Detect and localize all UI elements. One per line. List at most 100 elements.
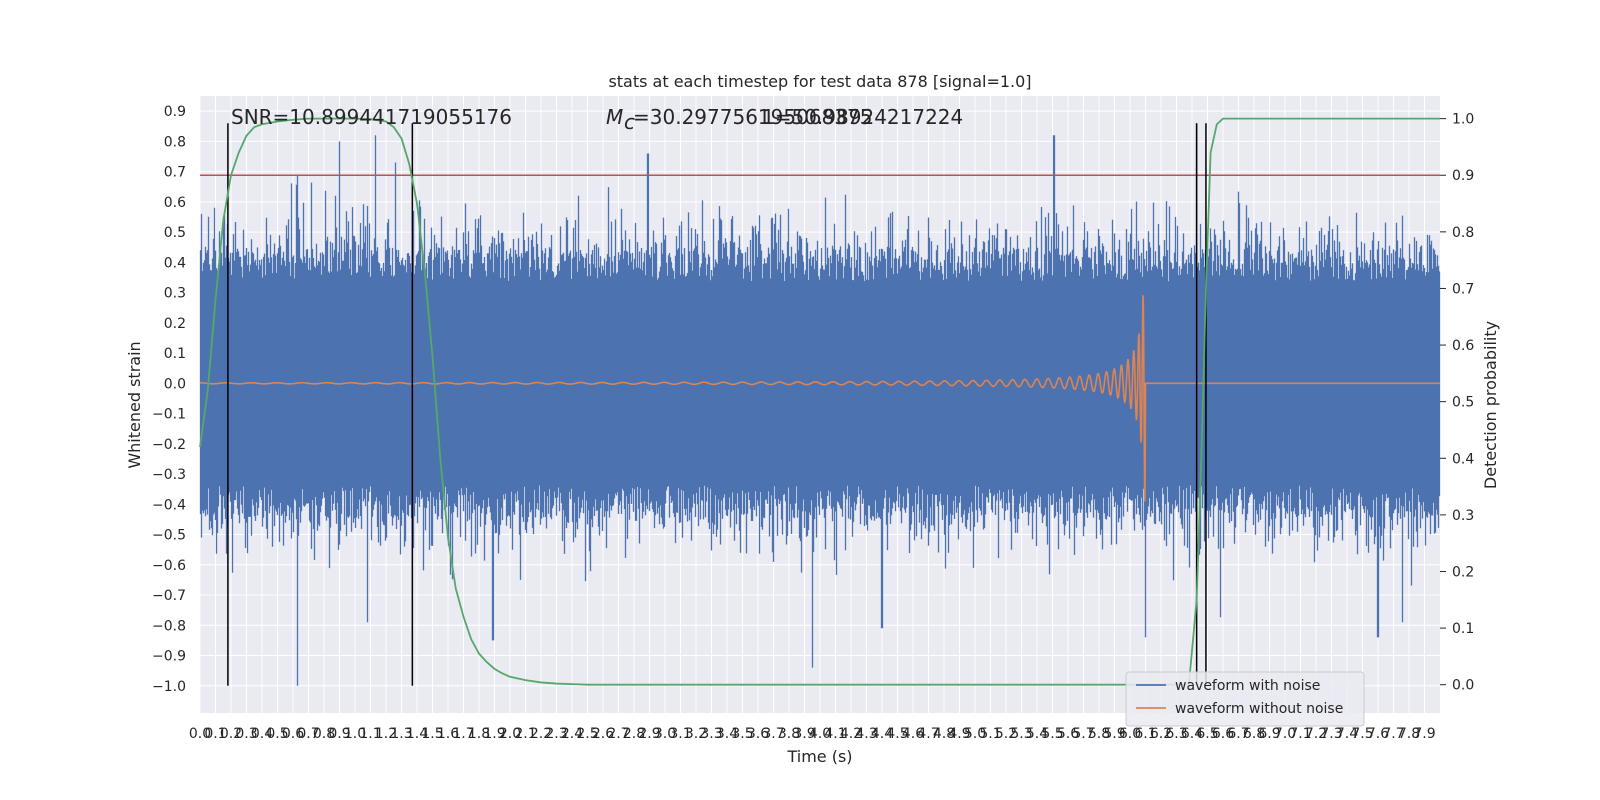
x-tick-label: 7.9 xyxy=(1413,726,1435,742)
probability-line xyxy=(199,117,1440,686)
x-tick-label: 7.2 xyxy=(1305,726,1327,742)
y2-tick-label: 0.7 xyxy=(1452,281,1474,297)
y-tick-label: −1.0 xyxy=(152,679,186,695)
x-tick-label: 4.2 xyxy=(840,726,862,742)
x-tick-label: 4.7 xyxy=(917,726,939,742)
y2-tick-label: 0.5 xyxy=(1452,395,1474,411)
x-tick-label: 4.0 xyxy=(809,726,831,742)
mc-annotation-subscript: c xyxy=(624,110,635,134)
y2-tick-label: 0.2 xyxy=(1452,564,1474,580)
x-tick-label: 0.5 xyxy=(266,726,288,742)
y-tick-label: −0.6 xyxy=(152,558,186,574)
x-tick-label: 7.8 xyxy=(1398,726,1420,742)
x-tick-label: 3.0 xyxy=(654,726,676,742)
x-tick-label: 7.1 xyxy=(1289,726,1311,742)
x-tick-label: 4.8 xyxy=(933,726,955,742)
x-tick-label: 5.9 xyxy=(1103,726,1125,742)
y-tick-label: −0.4 xyxy=(152,497,186,513)
x-tick-label: 2.2 xyxy=(530,726,552,742)
x-tick-label: 6.6 xyxy=(1212,726,1234,742)
x-tick-label: 0.3 xyxy=(235,726,257,742)
x-tick-label: 7.6 xyxy=(1367,726,1389,742)
x-tick-label: 3.4 xyxy=(716,726,738,742)
x-tick-label: 1.8 xyxy=(468,726,490,742)
x-tick-label: 6.8 xyxy=(1243,726,1265,742)
snr-annotation: SNR=10.899441719055176 xyxy=(231,105,512,129)
y2-tick-label: 0.4 xyxy=(1452,451,1474,467)
x-tick-label: 6.4 xyxy=(1181,726,1203,742)
x-tick-label: 1.3 xyxy=(390,726,412,742)
x-tick-label: 1.1 xyxy=(359,726,381,742)
x-tick-label: 0.7 xyxy=(297,726,319,742)
y-tick-label: −0.8 xyxy=(152,618,186,634)
x-tick-label: 5.1 xyxy=(979,726,1001,742)
x-tick-label: 3.5 xyxy=(731,726,753,742)
x-tick-label: 3.2 xyxy=(685,726,707,742)
x-tick-label: 1.5 xyxy=(421,726,443,742)
x-tick-label: 6.0 xyxy=(1119,726,1141,742)
x-tick-label: 2.1 xyxy=(514,726,536,742)
y-tick-label: 0.2 xyxy=(164,316,186,332)
chart-title: stats at each timestep for test data 878… xyxy=(608,72,1031,91)
x-tick-label: 0.8 xyxy=(313,726,335,742)
x-tick-label: 7.7 xyxy=(1382,726,1404,742)
y2-tick-label: 1.0 xyxy=(1452,112,1474,128)
x-tick-label: 4.1 xyxy=(824,726,846,742)
x-tick-label: 5.7 xyxy=(1072,726,1094,742)
x-tick-label: 1.6 xyxy=(437,726,459,742)
y2-tick-label: 0.3 xyxy=(1452,508,1474,524)
x-tick-label: 6.5 xyxy=(1196,726,1218,742)
chirp-trace xyxy=(200,295,1440,502)
x-tick-labels: 0.00.10.20.30.40.50.60.70.80.91.01.11.21… xyxy=(189,726,1436,742)
x-tick-label: 6.7 xyxy=(1227,726,1249,742)
x-tick-label: 0.0 xyxy=(189,726,211,742)
y2-tick-label: 0.6 xyxy=(1452,338,1474,354)
x-tick-label: 0.1 xyxy=(204,726,226,742)
x-axis-label: Time (s) xyxy=(786,747,852,766)
x-tick-label: 0.4 xyxy=(251,726,273,742)
x-tick-label: 2.9 xyxy=(638,726,660,742)
x-tick-label: 2.3 xyxy=(545,726,567,742)
legend: waveform with noise waveform without noi… xyxy=(1125,671,1365,727)
y-tick-labels: −1.0 −0.9 −0.8 −0.7 −0.6 −0.5 −0.4 −0.3 −0.2 −0.1… xyxy=(152,104,186,695)
x-tick-label: 2.7 xyxy=(607,726,629,742)
y-tick-label: 0.6 xyxy=(164,195,186,211)
x-tick-label: 3.3 xyxy=(700,726,722,742)
legend-label-noise: waveform with noise xyxy=(1175,678,1320,694)
y2-tick-label: 0.0 xyxy=(1452,678,1474,694)
x-tick-label: 3.7 xyxy=(762,726,784,742)
x-tick-label: 1.9 xyxy=(483,726,505,742)
y-tick-label: 0.4 xyxy=(164,255,186,271)
x-tick-label: 3.8 xyxy=(778,726,800,742)
y-tick-label: 0.0 xyxy=(164,376,186,392)
x-tick-label: 3.6 xyxy=(747,726,769,742)
y-tick-label: 0.9 xyxy=(164,104,186,120)
x-tick-label: 5.0 xyxy=(964,726,986,742)
x-tick-label: 2.4 xyxy=(561,726,583,742)
y-tick-label: −0.5 xyxy=(152,528,186,544)
y2-tick-label: 0.1 xyxy=(1452,621,1474,637)
y-tick-label: 0.7 xyxy=(164,165,186,181)
x-tick-label: 6.9 xyxy=(1258,726,1280,742)
mc-annotation: =30.297756195068375 xyxy=(633,105,872,129)
y-tick-label: −0.9 xyxy=(152,649,186,665)
y-tick-label: 0.5 xyxy=(164,225,186,241)
x-tick-label: 5.3 xyxy=(1010,726,1032,742)
x-tick-label: 4.5 xyxy=(886,726,908,742)
x-tick-label: 1.4 xyxy=(406,726,428,742)
y2-tick-label: 0.9 xyxy=(1452,168,1474,184)
y-tick-label: 0.3 xyxy=(164,286,186,302)
x-tick-label: 7.0 xyxy=(1274,726,1296,742)
mc-annotation-symbol: M xyxy=(606,105,623,129)
y-tick-label: −0.3 xyxy=(152,467,186,483)
legend-label-clean: waveform without noise xyxy=(1175,701,1343,717)
overlap-annotation: 1=50.98924217224 xyxy=(762,105,963,129)
x-tick-label: 6.2 xyxy=(1150,726,1172,742)
x-tick-label: 5.2 xyxy=(995,726,1017,742)
y-tick-label: 0.1 xyxy=(164,346,186,362)
x-tick-label: 7.5 xyxy=(1351,726,1373,742)
y-tick-label: 0.8 xyxy=(164,134,186,150)
x-tick-label: 0.2 xyxy=(220,726,242,742)
series-detection-probability xyxy=(199,117,1440,686)
